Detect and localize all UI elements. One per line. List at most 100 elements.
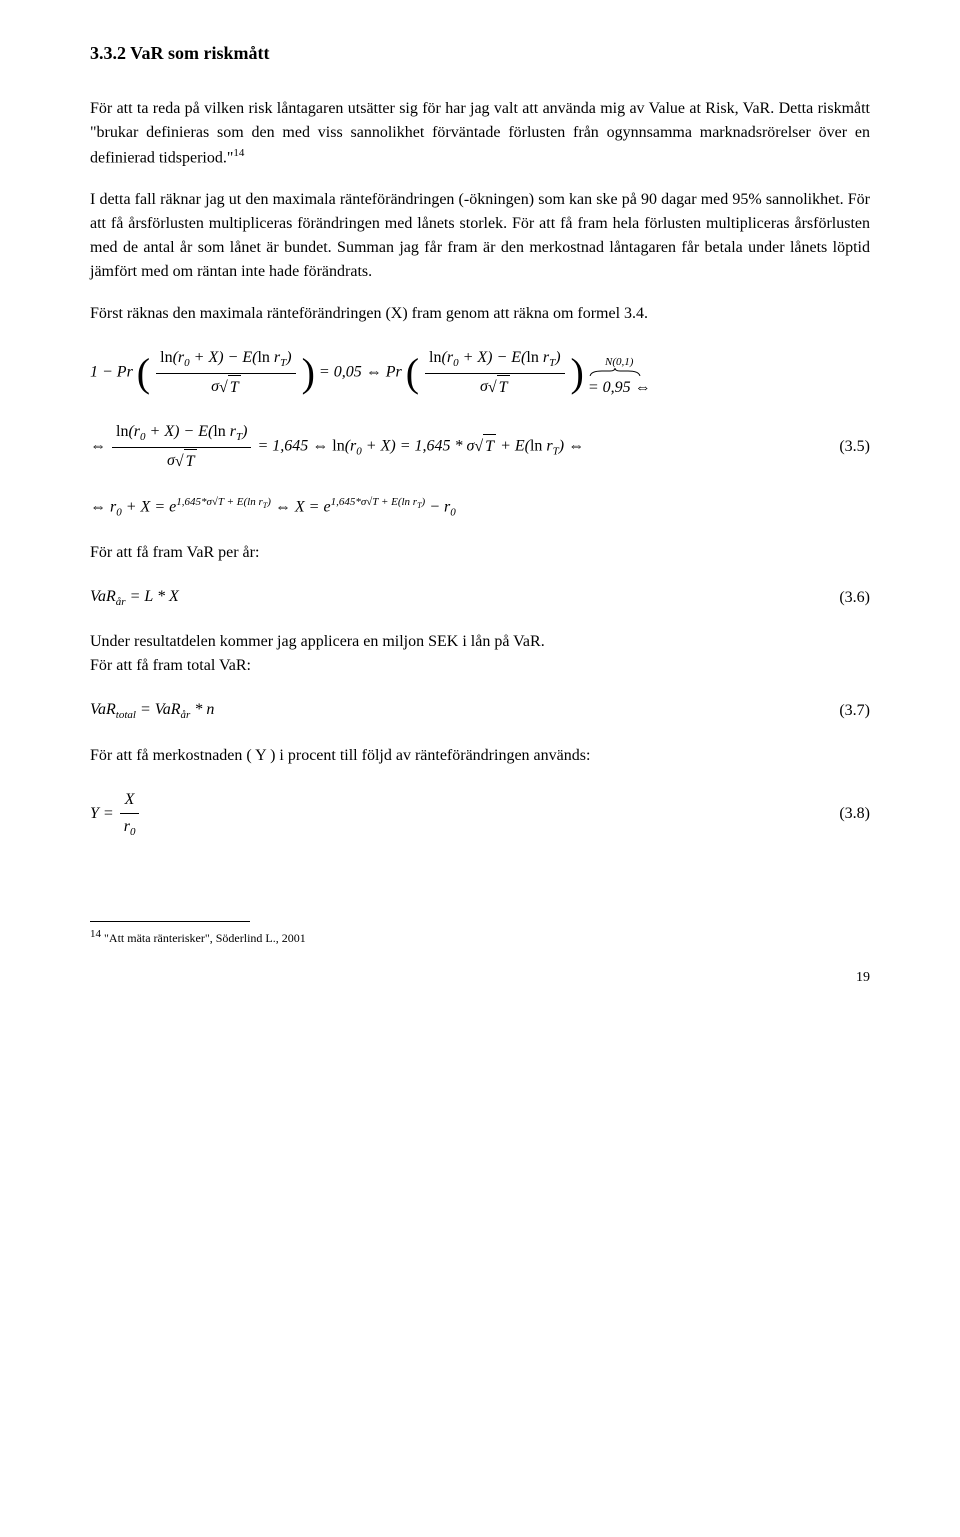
ln8: ln bbox=[530, 438, 542, 455]
rT4-sub: T bbox=[553, 446, 559, 458]
var-ar-sub: år bbox=[116, 596, 126, 608]
paragraph-5: Under resultatdelen kommer jag applicera… bbox=[90, 630, 870, 654]
minus: − bbox=[429, 498, 444, 515]
var-total: VaR bbox=[90, 701, 116, 718]
equation-3-5b: ⇔ r0 + X = e1,645*σ√T + E(ln rT) ⇔ X = e… bbox=[90, 494, 870, 521]
plus-x: + X bbox=[190, 349, 219, 366]
ln7: ln bbox=[332, 438, 344, 455]
sigma: σ bbox=[211, 378, 219, 395]
frac-y-den-sub: 0 bbox=[130, 826, 136, 838]
paren-r: ) bbox=[302, 353, 315, 393]
T2: T bbox=[497, 375, 510, 400]
equation-3-4-line1: 1 − Pr ( ln(r0 + X) − E(ln rT) σ√T ) = 0… bbox=[90, 346, 870, 400]
plus-x4: + X bbox=[362, 438, 391, 455]
eq-num-3-8: (3.8) bbox=[839, 802, 870, 826]
sigma4: σ bbox=[466, 438, 474, 455]
eq37-eq: = bbox=[136, 701, 155, 718]
plus-x3: + X bbox=[146, 423, 175, 440]
sqrt2: √ bbox=[488, 379, 497, 396]
equation-3-8: Y = X r0 (3.8) bbox=[90, 788, 870, 841]
E2: E bbox=[511, 349, 521, 366]
ln: ln bbox=[160, 349, 172, 366]
eq-e2: = e bbox=[309, 498, 331, 515]
lead-arr: ⇔ bbox=[90, 438, 110, 455]
eq-e: = e bbox=[154, 498, 176, 515]
ln5: ln bbox=[116, 423, 128, 440]
pr: Pr bbox=[386, 364, 402, 381]
ln3: ln bbox=[429, 349, 441, 366]
page-number: 19 bbox=[90, 967, 870, 988]
paren-r2: ) bbox=[571, 353, 584, 393]
frac-2: ln(r0 + X) − E(ln rT) σ√T bbox=[425, 346, 564, 400]
lead-arr-2: ⇔ bbox=[90, 498, 110, 515]
frac-1: ln(r0 + X) − E(ln rT) σ√T bbox=[156, 346, 295, 400]
footnote-14: 14 "Att mäta ränterisker", Söderlind L.,… bbox=[90, 926, 870, 947]
eq1645star: = 1,645 * bbox=[400, 438, 467, 455]
var-ar-2: VaR bbox=[155, 701, 181, 718]
E3: E bbox=[198, 423, 208, 440]
para1-text: För att ta reda på vilken risk låntagare… bbox=[90, 100, 870, 166]
star-n: * n bbox=[190, 701, 214, 718]
r0f-sub: 0 bbox=[450, 506, 456, 518]
sigma2: σ bbox=[480, 378, 488, 395]
ln6: ln bbox=[213, 423, 225, 440]
mid-arr: ⇔ bbox=[568, 438, 584, 455]
footnote-ref-1: 14 bbox=[233, 147, 244, 159]
rT-sub: T bbox=[280, 358, 286, 370]
E4: E bbox=[515, 438, 525, 455]
sqrt: √ bbox=[219, 379, 228, 396]
var-ar: VaR bbox=[90, 588, 116, 605]
paragraph-1: För att ta reda på vilken risk låntagare… bbox=[90, 97, 870, 170]
eq38-eq: = bbox=[99, 805, 118, 822]
paragraph-4: För att få fram VaR per år: bbox=[90, 541, 870, 565]
section-heading: 3.3.2 VaR som riskmått bbox=[90, 40, 870, 67]
rT2-sub: T bbox=[549, 358, 555, 370]
plus-e: + bbox=[500, 438, 515, 455]
ln4: ln bbox=[526, 349, 538, 366]
brace-svg bbox=[588, 368, 642, 376]
ln2: ln bbox=[257, 349, 269, 366]
eq1645: = 1,645 ⇔ bbox=[257, 438, 332, 455]
equation-3-7: VaRtotal = VaRår * n (3.7) bbox=[90, 698, 870, 724]
footnote-14-ref: 14 bbox=[90, 928, 101, 940]
eq-num-3-5: (3.5) bbox=[839, 435, 870, 459]
eq-num-3-7: (3.7) bbox=[839, 699, 870, 723]
var-total-sub: total bbox=[116, 710, 136, 722]
var-ar-2-sub: år bbox=[181, 710, 191, 722]
exp1-tail: ) bbox=[267, 496, 271, 508]
frac-3: ln(r0 + X) − E(ln rT) σ√T bbox=[112, 420, 251, 474]
overbrace-n01: N(0,1) = 0,95 ⇔ bbox=[588, 354, 651, 401]
footnote-rule bbox=[90, 921, 250, 922]
sigma3: σ bbox=[167, 452, 175, 469]
plus-x2: + X bbox=[459, 349, 488, 366]
eq005: = 0,05 ⇔ bbox=[319, 364, 386, 381]
exp2-tail: ) bbox=[422, 496, 426, 508]
var-rhs: = L * X bbox=[126, 588, 179, 605]
plus-x5: + X bbox=[122, 498, 151, 515]
sqrt4: √ bbox=[474, 438, 483, 455]
x-var: X bbox=[295, 498, 305, 515]
equation-3-6: VaRår = L * X (3.6) bbox=[90, 585, 870, 611]
paragraph-2: I detta fall räknar jag ut den maximala … bbox=[90, 188, 870, 284]
frac-y: X r0 bbox=[120, 788, 140, 841]
paragraph-3: Först räknas den maximala ränteförändrin… bbox=[90, 302, 870, 326]
T3: T bbox=[184, 449, 197, 474]
paren-l2: ( bbox=[406, 353, 419, 393]
eq095: = 0,95 ⇔ bbox=[588, 379, 651, 396]
paragraph-6: För att få merkostnaden ( Y ) i procent … bbox=[90, 744, 870, 768]
T: T bbox=[228, 375, 241, 400]
sqrt3: √ bbox=[175, 453, 184, 470]
rT3-sub: T bbox=[236, 431, 242, 443]
equation-3-5: ⇔ ln(r0 + X) − E(ln rT) σ√T = 1,645 ⇔ ln… bbox=[90, 420, 870, 474]
exp2: 1,645*σ√T + E(ln r bbox=[331, 496, 418, 508]
frac-y-num: X bbox=[120, 788, 140, 814]
paren-l: ( bbox=[137, 353, 150, 393]
T4: T bbox=[483, 434, 496, 459]
one-minus-pr: 1 − Pr bbox=[90, 364, 133, 381]
E: E bbox=[242, 349, 252, 366]
footnote-14-text: "Att mäta ränterisker", Söderlind L., 20… bbox=[104, 931, 306, 945]
mid-arr-2: ⇔ bbox=[275, 498, 295, 515]
eq-num-3-6: (3.6) bbox=[839, 586, 870, 610]
y-var: Y bbox=[90, 805, 99, 822]
exp1: 1,645*σ√T + E(ln r bbox=[176, 496, 263, 508]
